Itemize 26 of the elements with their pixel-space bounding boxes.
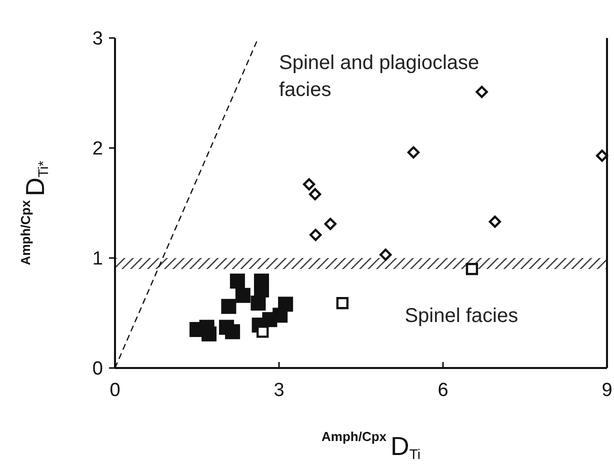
x-tick-label: 6: [438, 380, 448, 401]
point: [230, 274, 245, 289]
y-tick-label: 0: [92, 358, 103, 380]
point: [302, 178, 316, 190]
x-axis-title: $^{Amph/Cpx}$D$_{Ti}$: [322, 429, 420, 462]
y-tick-label: 1: [92, 248, 103, 270]
x-tick-label: 0: [110, 380, 120, 401]
x-tick-label: 3: [274, 380, 284, 401]
point: [476, 86, 488, 98]
annotation: Spinel facies: [404, 304, 518, 327]
point: [310, 228, 322, 241]
point: [324, 218, 336, 230]
point: [250, 296, 266, 311]
point: [235, 288, 250, 303]
x-tick-label: 9: [602, 380, 612, 401]
point: [488, 216, 502, 228]
point: [466, 262, 478, 276]
y-tick-label: 3: [92, 28, 103, 50]
y-tick-label: 2: [92, 138, 103, 160]
point: [221, 298, 236, 314]
point: [407, 146, 420, 158]
annotation: Spinel and plagioclase facies: [279, 52, 480, 101]
point: [336, 297, 349, 310]
point: [256, 326, 269, 338]
point: [380, 248, 392, 261]
point: [308, 188, 322, 200]
